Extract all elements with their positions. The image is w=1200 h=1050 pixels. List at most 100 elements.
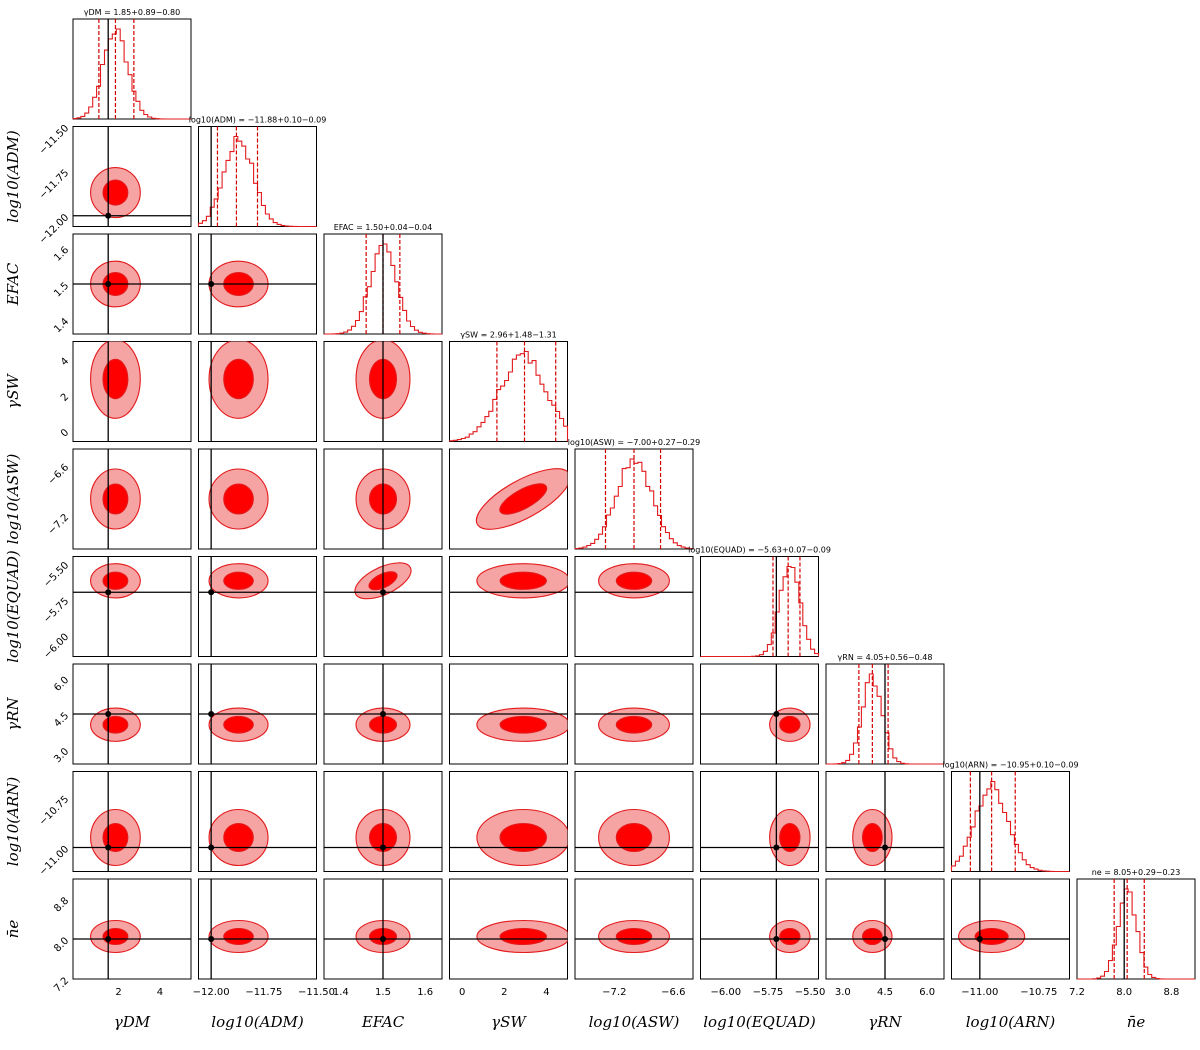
y-tick-label: −5.75 xyxy=(42,596,71,625)
panel-a_dm-g_rn xyxy=(198,663,317,765)
panel-title-g_dm: γDM = 1.85+0.89−0.80 xyxy=(84,8,180,17)
panel-a_dm-a_rn xyxy=(198,771,317,872)
contour-inner xyxy=(223,358,254,400)
contour-inner xyxy=(223,927,254,946)
contour-inner xyxy=(223,715,254,734)
x-tick-label: 8.0 xyxy=(1116,987,1132,998)
contour-inner xyxy=(861,822,883,853)
x-axis-label-g_dm: γDM xyxy=(114,1013,151,1031)
y-axis-label-equad: log10(EQUAD) xyxy=(4,550,22,663)
x-axis-label-a_sw: log10(ASW) xyxy=(589,1013,680,1031)
panel-efac-a_sw xyxy=(323,448,443,550)
y-tick-label: −11.50 xyxy=(37,123,71,157)
panel-equad-a_rn xyxy=(700,771,819,872)
panel-efac-g_rn xyxy=(323,663,443,765)
panel-title-a_sw: log10(ASW) = −7.00+0.27−0.29 xyxy=(568,438,700,447)
x-tick-label: 7.2 xyxy=(1069,987,1085,998)
panel-g_sw-equad xyxy=(449,556,568,657)
panel-g_dm-a_dm: −11.50 −11.75 −12.00 xyxy=(37,123,192,246)
truth-point xyxy=(380,711,386,717)
panel-title-a_rn: log10(ARN) = −10.95+0.10−0.09 xyxy=(942,761,1078,770)
x-tick-label: −10.75 xyxy=(1020,987,1057,998)
contour-inner xyxy=(499,822,547,853)
x-tick-label: 2 xyxy=(501,987,507,998)
contour-inner xyxy=(223,822,254,853)
x-tick-label: 3.0 xyxy=(835,987,851,998)
contour-inner xyxy=(974,927,1009,946)
panel-efac-equad xyxy=(323,556,443,657)
x-tick-label: 1.6 xyxy=(417,987,433,998)
contour-inner xyxy=(615,715,653,734)
panel-title-equad: log10(EQUAD) = −5.63+0.07−0.09 xyxy=(688,546,831,555)
contour-inner xyxy=(102,179,129,206)
panel-efac-ne: 1.4 1.5 1.6 xyxy=(323,878,443,998)
histogram-g_rn xyxy=(826,673,944,765)
contour-inner xyxy=(499,571,547,590)
contour-inner xyxy=(779,715,801,734)
y-axis-label-a_sw: log10(ASW) xyxy=(4,453,22,544)
x-tick-label: −11.50 xyxy=(298,987,335,998)
histogram-g_sw xyxy=(448,350,569,442)
panel-g_sw-a_rn xyxy=(449,771,568,872)
panel-a_dm-equad xyxy=(198,556,317,657)
x-axis-label-efac: EFAC xyxy=(361,1013,405,1031)
y-tick-label: 0 xyxy=(59,427,71,439)
panel-equad-equad: log10(EQUAD) = −5.63+0.07−0.09 xyxy=(688,546,831,658)
x-tick-label: −6.6 xyxy=(661,987,685,998)
x-tick-label: −11.00 xyxy=(961,987,998,998)
y-axis-label-ne: n̄e xyxy=(4,920,22,939)
y-tick-label: 2 xyxy=(59,392,71,404)
truth-point xyxy=(773,711,780,717)
panel-a_sw-ne: −7.2 −6.6 xyxy=(574,878,694,998)
panel-g_dm-equad: −5.50 −5.75 −6.00 xyxy=(42,556,192,661)
contour-inner xyxy=(779,822,801,853)
contour-inner xyxy=(779,927,801,946)
truth-point xyxy=(773,936,780,942)
panel-efac-g_sw xyxy=(323,341,443,442)
y-tick-label: 1.4 xyxy=(52,316,71,335)
truth-point xyxy=(208,844,215,851)
contour-inner xyxy=(615,822,653,853)
x-tick-label: 0 xyxy=(459,987,465,998)
panel-a_dm-g_sw xyxy=(198,341,317,442)
y-tick-label: −11.00 xyxy=(37,844,71,878)
y-tick-label: −6.6 xyxy=(46,462,71,487)
y-tick-label: −11.75 xyxy=(37,168,71,202)
panel-frame xyxy=(574,878,694,980)
x-tick-label: 6.0 xyxy=(919,987,935,998)
panel-efac-efac: EFAC = 1.50+0.04−0.04 xyxy=(323,223,443,335)
y-tick-label: 4.5 xyxy=(52,710,71,729)
panel-title-g_rn: γRN = 4.05+0.56−0.48 xyxy=(838,653,933,662)
panel-ne-ne: ne = 8.05+0.29−0.23 7.2 8.0 8.8 xyxy=(1069,868,1196,998)
contour-inner xyxy=(102,715,129,734)
panel-a_sw-a_sw: log10(ASW) = −7.00+0.27−0.29 xyxy=(568,438,700,550)
x-axis-label-ne: n̄e xyxy=(1127,1013,1146,1031)
x-tick-label: −11.75 xyxy=(245,987,282,998)
contour-inner xyxy=(102,571,129,590)
contour-inner xyxy=(102,822,129,853)
panel-g_dm-g_dm: γDM = 1.85+0.89−0.80 xyxy=(72,8,192,120)
truth-point xyxy=(208,711,215,717)
panel-a_sw-a_rn xyxy=(574,771,694,872)
histogram-a_rn xyxy=(950,780,1070,873)
panel-g_rn-g_rn: γRN = 4.05+0.56−0.48 xyxy=(825,653,945,765)
contour-inner xyxy=(615,927,653,946)
x-axis-label-a_rn: log10(ARN) xyxy=(966,1013,1056,1031)
panel-a_dm-a_dm: log10(ADM) = −11.88+0.10−0.09 xyxy=(189,116,326,228)
panel-a_rn-ne: −11.00 −10.75 xyxy=(951,878,1070,998)
panel-frame xyxy=(700,556,819,657)
histogram-g_dm xyxy=(72,28,191,120)
y-tick-label: −5.50 xyxy=(42,560,71,589)
panel-g_dm-ne: 2 4 8.8 8.0 7.2 xyxy=(52,878,192,998)
y-tick-label: 4 xyxy=(59,356,71,368)
panel-a_dm-efac xyxy=(198,233,317,335)
y-tick-label: 1.5 xyxy=(52,280,71,299)
x-tick-label: 1.5 xyxy=(375,987,391,998)
panel-title-ne: ne = 8.05+0.29−0.23 xyxy=(1092,868,1181,877)
panel-a_dm-a_sw xyxy=(198,448,317,550)
y-tick-label: −6.00 xyxy=(42,632,71,661)
contour-inner xyxy=(102,483,129,515)
y-axis-label-a_dm: log10(ADM) xyxy=(4,130,22,223)
truth-point xyxy=(882,936,888,942)
